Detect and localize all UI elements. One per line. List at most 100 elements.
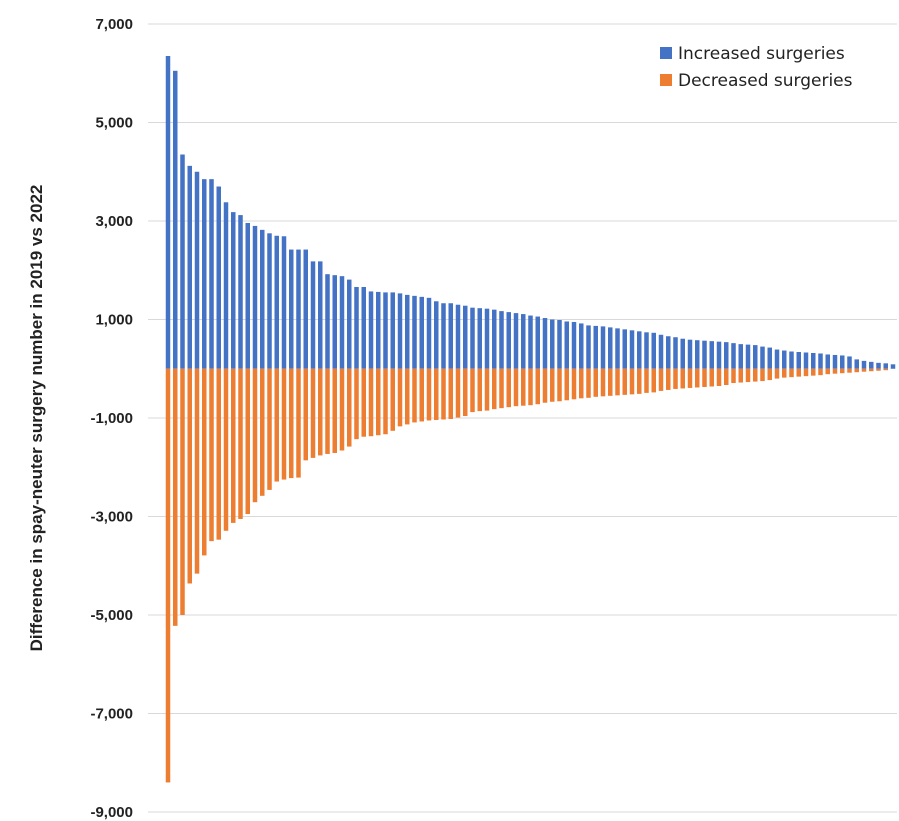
legend-label: Decreased surgeries <box>678 71 853 91</box>
increased-bar <box>289 249 294 369</box>
decreased-bar <box>238 368 243 519</box>
increased-bar <box>347 279 352 369</box>
decreased-bar <box>383 368 388 435</box>
decreased-bar <box>506 368 511 408</box>
increased-bar <box>513 313 519 369</box>
increased-bar <box>238 215 243 369</box>
increased-bar <box>629 330 635 369</box>
increased-bar <box>303 249 308 369</box>
increased-bar <box>477 308 482 369</box>
decreased-bar <box>644 368 649 393</box>
increased-bar <box>361 287 366 369</box>
decreased-bar <box>528 368 533 406</box>
decreased-bar <box>354 368 359 440</box>
increased-bar <box>521 314 526 369</box>
increased-bar <box>702 340 707 369</box>
increased-bar <box>318 261 323 369</box>
decreased-bar <box>499 368 504 409</box>
y-tick-label: 7,000 <box>95 16 133 33</box>
increased-bar <box>840 355 845 369</box>
decreased-bar <box>622 368 627 395</box>
decreased-bar <box>252 368 258 503</box>
decreased-bar <box>477 368 482 412</box>
decreased-bar <box>202 368 207 556</box>
decreased-bar <box>745 368 751 383</box>
increased-bar <box>535 316 540 369</box>
decreased-bar <box>412 368 417 423</box>
increased-bar <box>811 352 816 369</box>
decreased-bar <box>426 368 432 421</box>
increased-bar <box>883 363 888 369</box>
decreased-bar <box>216 368 221 540</box>
decreased-bar <box>767 368 772 381</box>
decreased-bar <box>789 368 794 378</box>
increased-bar <box>767 347 772 369</box>
y-tick-label: -5,000 <box>90 607 133 624</box>
increased-bar <box>484 308 490 369</box>
decreased-bar <box>702 368 707 387</box>
increased-bar <box>666 336 671 369</box>
increased-bar <box>260 229 265 369</box>
increased-bar <box>753 345 758 369</box>
increased-bar <box>434 301 439 369</box>
decreased-bar <box>840 368 845 374</box>
increased-bar <box>202 179 207 369</box>
decreased-bar <box>760 368 765 382</box>
decreased-bar <box>724 368 729 385</box>
increased-bar <box>405 294 410 369</box>
increased-bar <box>745 344 751 369</box>
decreased-bar <box>347 368 352 447</box>
increased-bar <box>470 307 475 369</box>
increased-bar <box>492 309 497 369</box>
y-tick-label: 5,000 <box>95 115 133 132</box>
decreased-bar <box>716 368 722 386</box>
increased-bar <box>789 351 794 369</box>
decreased-bar <box>608 368 613 396</box>
decreased-bar <box>832 368 838 374</box>
decreased-bar <box>557 368 562 402</box>
decreased-bar <box>434 368 439 420</box>
decreased-bar <box>738 368 743 383</box>
increased-bar <box>310 261 316 369</box>
decreased-bar <box>231 368 236 523</box>
decreased-bar <box>484 368 490 411</box>
increased-bar <box>832 354 838 369</box>
increased-bar <box>463 305 468 369</box>
decreased-bar <box>818 368 823 376</box>
decreased-bar <box>658 368 664 391</box>
increased-bar <box>571 321 577 369</box>
decreased-bar <box>811 368 816 376</box>
decreased-bar <box>194 368 200 574</box>
increased-bar <box>854 359 859 369</box>
increased-bar <box>499 311 504 369</box>
increased-bar <box>796 352 801 369</box>
decreased-bar <box>376 368 381 436</box>
increased-bar <box>194 171 200 369</box>
decreased-bar <box>637 368 642 394</box>
decreased-bar <box>419 368 424 422</box>
increased-bar <box>861 360 867 369</box>
decreased-bar <box>390 368 395 431</box>
bars <box>165 56 896 783</box>
decreased-bar <box>782 368 787 378</box>
decreased-bar <box>173 368 178 626</box>
increased-bar <box>383 292 388 369</box>
increased-bar <box>419 296 424 369</box>
legend-swatch <box>660 47 672 59</box>
increased-bar <box>455 304 461 369</box>
decreased-bar <box>339 368 345 451</box>
y-tick-label: 3,000 <box>95 213 133 230</box>
decreased-bar <box>296 368 301 478</box>
decreased-bar <box>535 368 540 405</box>
decreased-bar <box>470 368 475 413</box>
increased-bar <box>709 341 714 369</box>
decreased-bar <box>876 368 881 371</box>
increased-bar <box>847 356 852 369</box>
increased-bar <box>412 295 417 369</box>
increased-bar <box>890 364 896 369</box>
decreased-bar <box>289 368 294 479</box>
increased-bar <box>579 323 584 369</box>
increased-bar <box>325 274 330 369</box>
increased-bar <box>738 344 743 369</box>
